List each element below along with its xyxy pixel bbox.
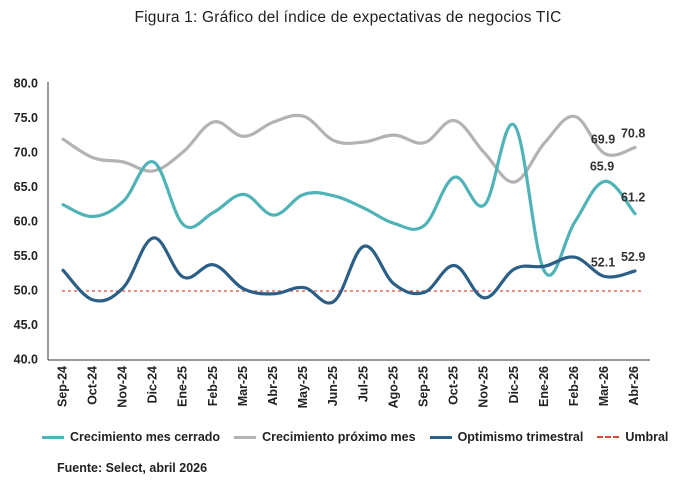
legend-item-proximo-mes[interactable]: Crecimiento próximo mes xyxy=(234,430,416,444)
x-tick-label: Ene-26 xyxy=(537,366,551,407)
series-line-optimismo xyxy=(61,236,637,305)
data-labels: 69.9 70.8 65.9 61.2 52.1 52.9 xyxy=(590,126,645,269)
x-tick-label: May-25 xyxy=(296,366,310,408)
x-tick-label: Ene-25 xyxy=(176,366,190,407)
legend-item-umbral[interactable]: Umbral xyxy=(597,430,668,444)
x-tick-label: Abr-25 xyxy=(266,366,280,406)
legend-item-optimismo[interactable]: Optimismo trimestral xyxy=(429,430,584,444)
x-tick-label: Ago-25 xyxy=(386,366,400,408)
y-tick-label: 70.0 xyxy=(14,145,38,159)
data-label-proximo-mes: 69.9 xyxy=(591,133,615,147)
x-axis-ticks: Sep-24 Oct-24 Nov-24 Dic-24 Ene-25 Feb-25 Mar-… xyxy=(55,366,641,408)
legend-swatch-optimismo xyxy=(429,435,452,439)
x-tick-label: Feb-25 xyxy=(206,366,220,406)
y-tick-label: 65.0 xyxy=(14,180,38,194)
legend-label-mes-cerrado: Crecimiento mes cerrado xyxy=(70,430,221,444)
x-tick-label: Dic-24 xyxy=(146,366,160,404)
x-tick-label: Nov-25 xyxy=(477,366,491,408)
x-tick-label: Sep-25 xyxy=(417,366,431,407)
legend-label-umbral: Umbral xyxy=(625,430,669,444)
y-tick-label: 50.0 xyxy=(14,283,38,297)
x-tick-label: Jul-25 xyxy=(356,366,370,402)
legend-swatch-mes-cerrado xyxy=(42,435,64,439)
y-tick-label: 45.0 xyxy=(14,318,38,332)
legend-label-proximo-mes: Crecimiento próximo mes xyxy=(262,430,416,444)
data-label-optimismo: 52.1 xyxy=(591,256,615,270)
series-line-mes-cerrado xyxy=(61,122,637,277)
data-label-mes-cerrado: 61.2 xyxy=(621,191,645,205)
y-tick-label: 40.0 xyxy=(14,352,38,366)
y-tick-label: 80.0 xyxy=(14,76,38,90)
x-tick-label: Oct-25 xyxy=(447,366,461,405)
legend-label-optimismo: Optimismo trimestral xyxy=(457,430,584,444)
source-note: Fuente: Select, abril 2026 xyxy=(57,461,208,475)
x-tick-label: Dic-25 xyxy=(507,366,521,404)
chart-title: Figura 1: Gráfico del índice de expectat… xyxy=(134,9,562,26)
legend-item-mes-cerrado[interactable]: Crecimiento mes cerrado xyxy=(42,430,220,444)
x-tick-label: Sep-24 xyxy=(55,366,69,407)
x-tick-label: Abr-26 xyxy=(627,366,641,406)
x-tick-label: Mar-25 xyxy=(236,366,250,406)
x-tick-label: Oct-24 xyxy=(85,366,99,405)
y-tick-label: 60.0 xyxy=(14,214,38,228)
x-tick-label: Feb-26 xyxy=(567,366,581,406)
series-line-proximo-mes xyxy=(61,113,637,184)
y-tick-label: 55.0 xyxy=(14,249,38,263)
legend-swatch-umbral xyxy=(597,436,620,438)
series-lines xyxy=(61,113,642,305)
legend: Crecimiento mes cerrado Crecimiento próx… xyxy=(42,430,682,444)
x-tick-label: Mar-26 xyxy=(597,366,611,406)
data-label-proximo-mes: 70.8 xyxy=(621,126,645,140)
legend-swatch-proximo-mes xyxy=(234,435,257,439)
data-label-optimismo: 52.9 xyxy=(621,250,645,264)
x-tick-label: Nov-24 xyxy=(116,366,130,408)
data-label-mes-cerrado: 65.9 xyxy=(590,159,614,173)
x-tick-label: Jun-25 xyxy=(326,366,340,406)
y-axis-ticks: 40.0 45.0 50.0 55.0 60.0 65.0 70.0 75.0 80.0 xyxy=(14,76,38,366)
y-tick-label: 75.0 xyxy=(14,111,38,125)
